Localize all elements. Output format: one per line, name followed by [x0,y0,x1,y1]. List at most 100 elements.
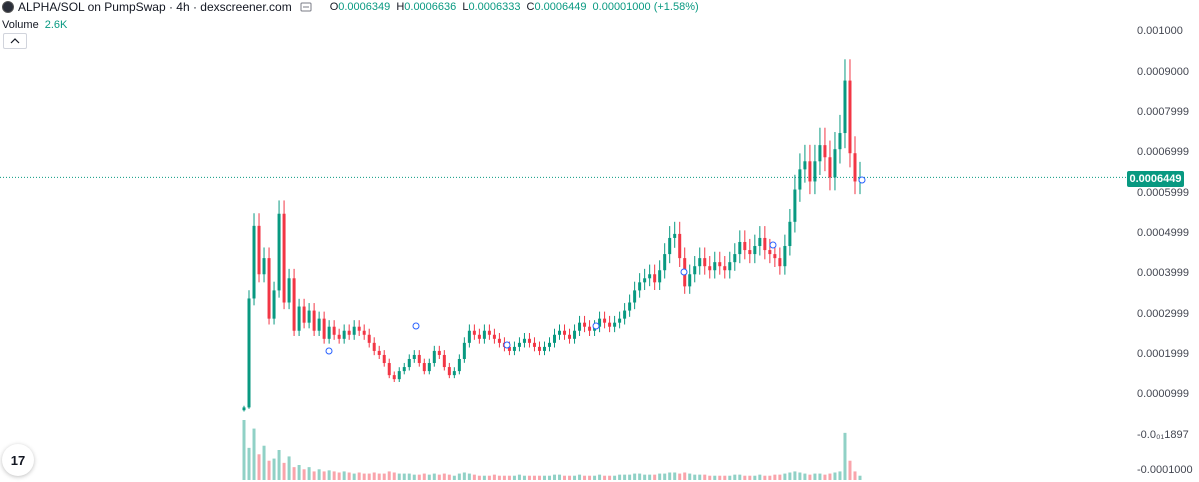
candle-body [247,298,251,408]
trade-marker[interactable] [592,322,600,330]
volume-bar [818,473,822,480]
candle-body [643,278,647,283]
volume-bar [618,474,622,480]
trade-marker[interactable] [680,268,688,276]
volume-bar [417,474,421,480]
trade-marker[interactable] [325,347,333,355]
candle-body [793,189,797,222]
trade-marker[interactable] [858,176,866,184]
volume-bar [773,474,777,480]
candle-body [678,233,682,259]
collapse-legend-button[interactable] [3,33,27,49]
candle-body [783,246,787,267]
volume-bar [723,475,727,480]
volume-bar [247,447,251,480]
candle-body [588,326,592,331]
volume-bar [347,472,351,480]
candle-body [492,334,496,339]
volume-bar [367,473,371,480]
volume-bar [537,475,541,480]
volume-bar [512,475,516,480]
y-tick-label: -0.0₀₁1897 [1137,428,1189,441]
volume-bar [698,474,702,480]
candle-body [322,318,326,339]
volume-bar [327,470,331,480]
candle-body [422,363,426,372]
volume-bar [713,475,717,480]
volume-bar [302,469,306,480]
candle-body [838,133,842,150]
low-label: L [462,1,469,13]
candle-body [507,346,511,351]
volume-bar [257,454,261,480]
candle-body [843,80,847,134]
trade-marker[interactable] [412,322,420,330]
candle-body [412,354,416,359]
candle-body [583,322,587,327]
volume-bar [287,456,291,480]
volume-bar [402,473,406,480]
volume-bar [708,475,712,480]
volume-bar [397,473,401,480]
candle-body [257,225,261,275]
volume-bar [798,472,802,480]
volume-bar [527,475,531,480]
y-tick-label: 0.0001999 [1137,347,1189,360]
candle-body [733,254,737,263]
volume-bar [643,474,647,480]
candle-body [673,233,677,238]
tradingview-logo[interactable]: 17 [2,444,34,476]
volume-bar [758,474,762,480]
volume-bar [382,473,386,480]
candle-body [357,326,361,331]
y-tick-label: 0.001000 [1137,25,1183,38]
volume-bar [472,474,476,480]
volume-bar [578,474,582,480]
candle-body [317,318,321,331]
high-label: H [396,1,405,13]
volume-bar [362,473,366,480]
volume-bar [332,471,336,480]
candle-body [287,278,291,303]
volume-bar [267,460,271,480]
candle-body [272,290,276,319]
volume-bar [507,475,511,480]
candle-body [758,237,762,247]
trade-marker[interactable] [503,341,511,349]
volume-bar [688,473,692,480]
volume-bar [457,473,461,480]
change-value: 0.00001000 (+1.58%) [592,1,699,13]
candle-body [437,350,441,355]
candle-body [688,274,692,287]
volume-bar [372,472,376,480]
volume-bar [497,475,501,480]
candle-body [613,322,617,327]
volume-bar [793,471,797,480]
candle-body [432,350,436,364]
candle-body [267,258,271,319]
candle-body [282,213,286,303]
close-label: C [526,1,535,13]
volume-bar [517,474,521,480]
candle-body [553,334,557,343]
candle-body [327,326,331,339]
candle-body [462,342,466,359]
volume-bar [532,475,536,480]
volume-bar [668,472,672,480]
candle-body [467,330,471,343]
volume-bar [743,475,747,480]
volume-bar [663,473,667,480]
candle-body [603,318,607,323]
chevron-up-icon [10,38,20,44]
candle-body [542,346,546,351]
candle-body [558,330,562,335]
candle-body [708,266,712,271]
volume-bar [297,465,301,480]
candle-body [788,221,792,247]
eye-icon[interactable] [300,2,312,12]
volume-bar [828,473,832,480]
volume-bar [262,445,266,480]
trade-marker[interactable] [769,241,777,249]
